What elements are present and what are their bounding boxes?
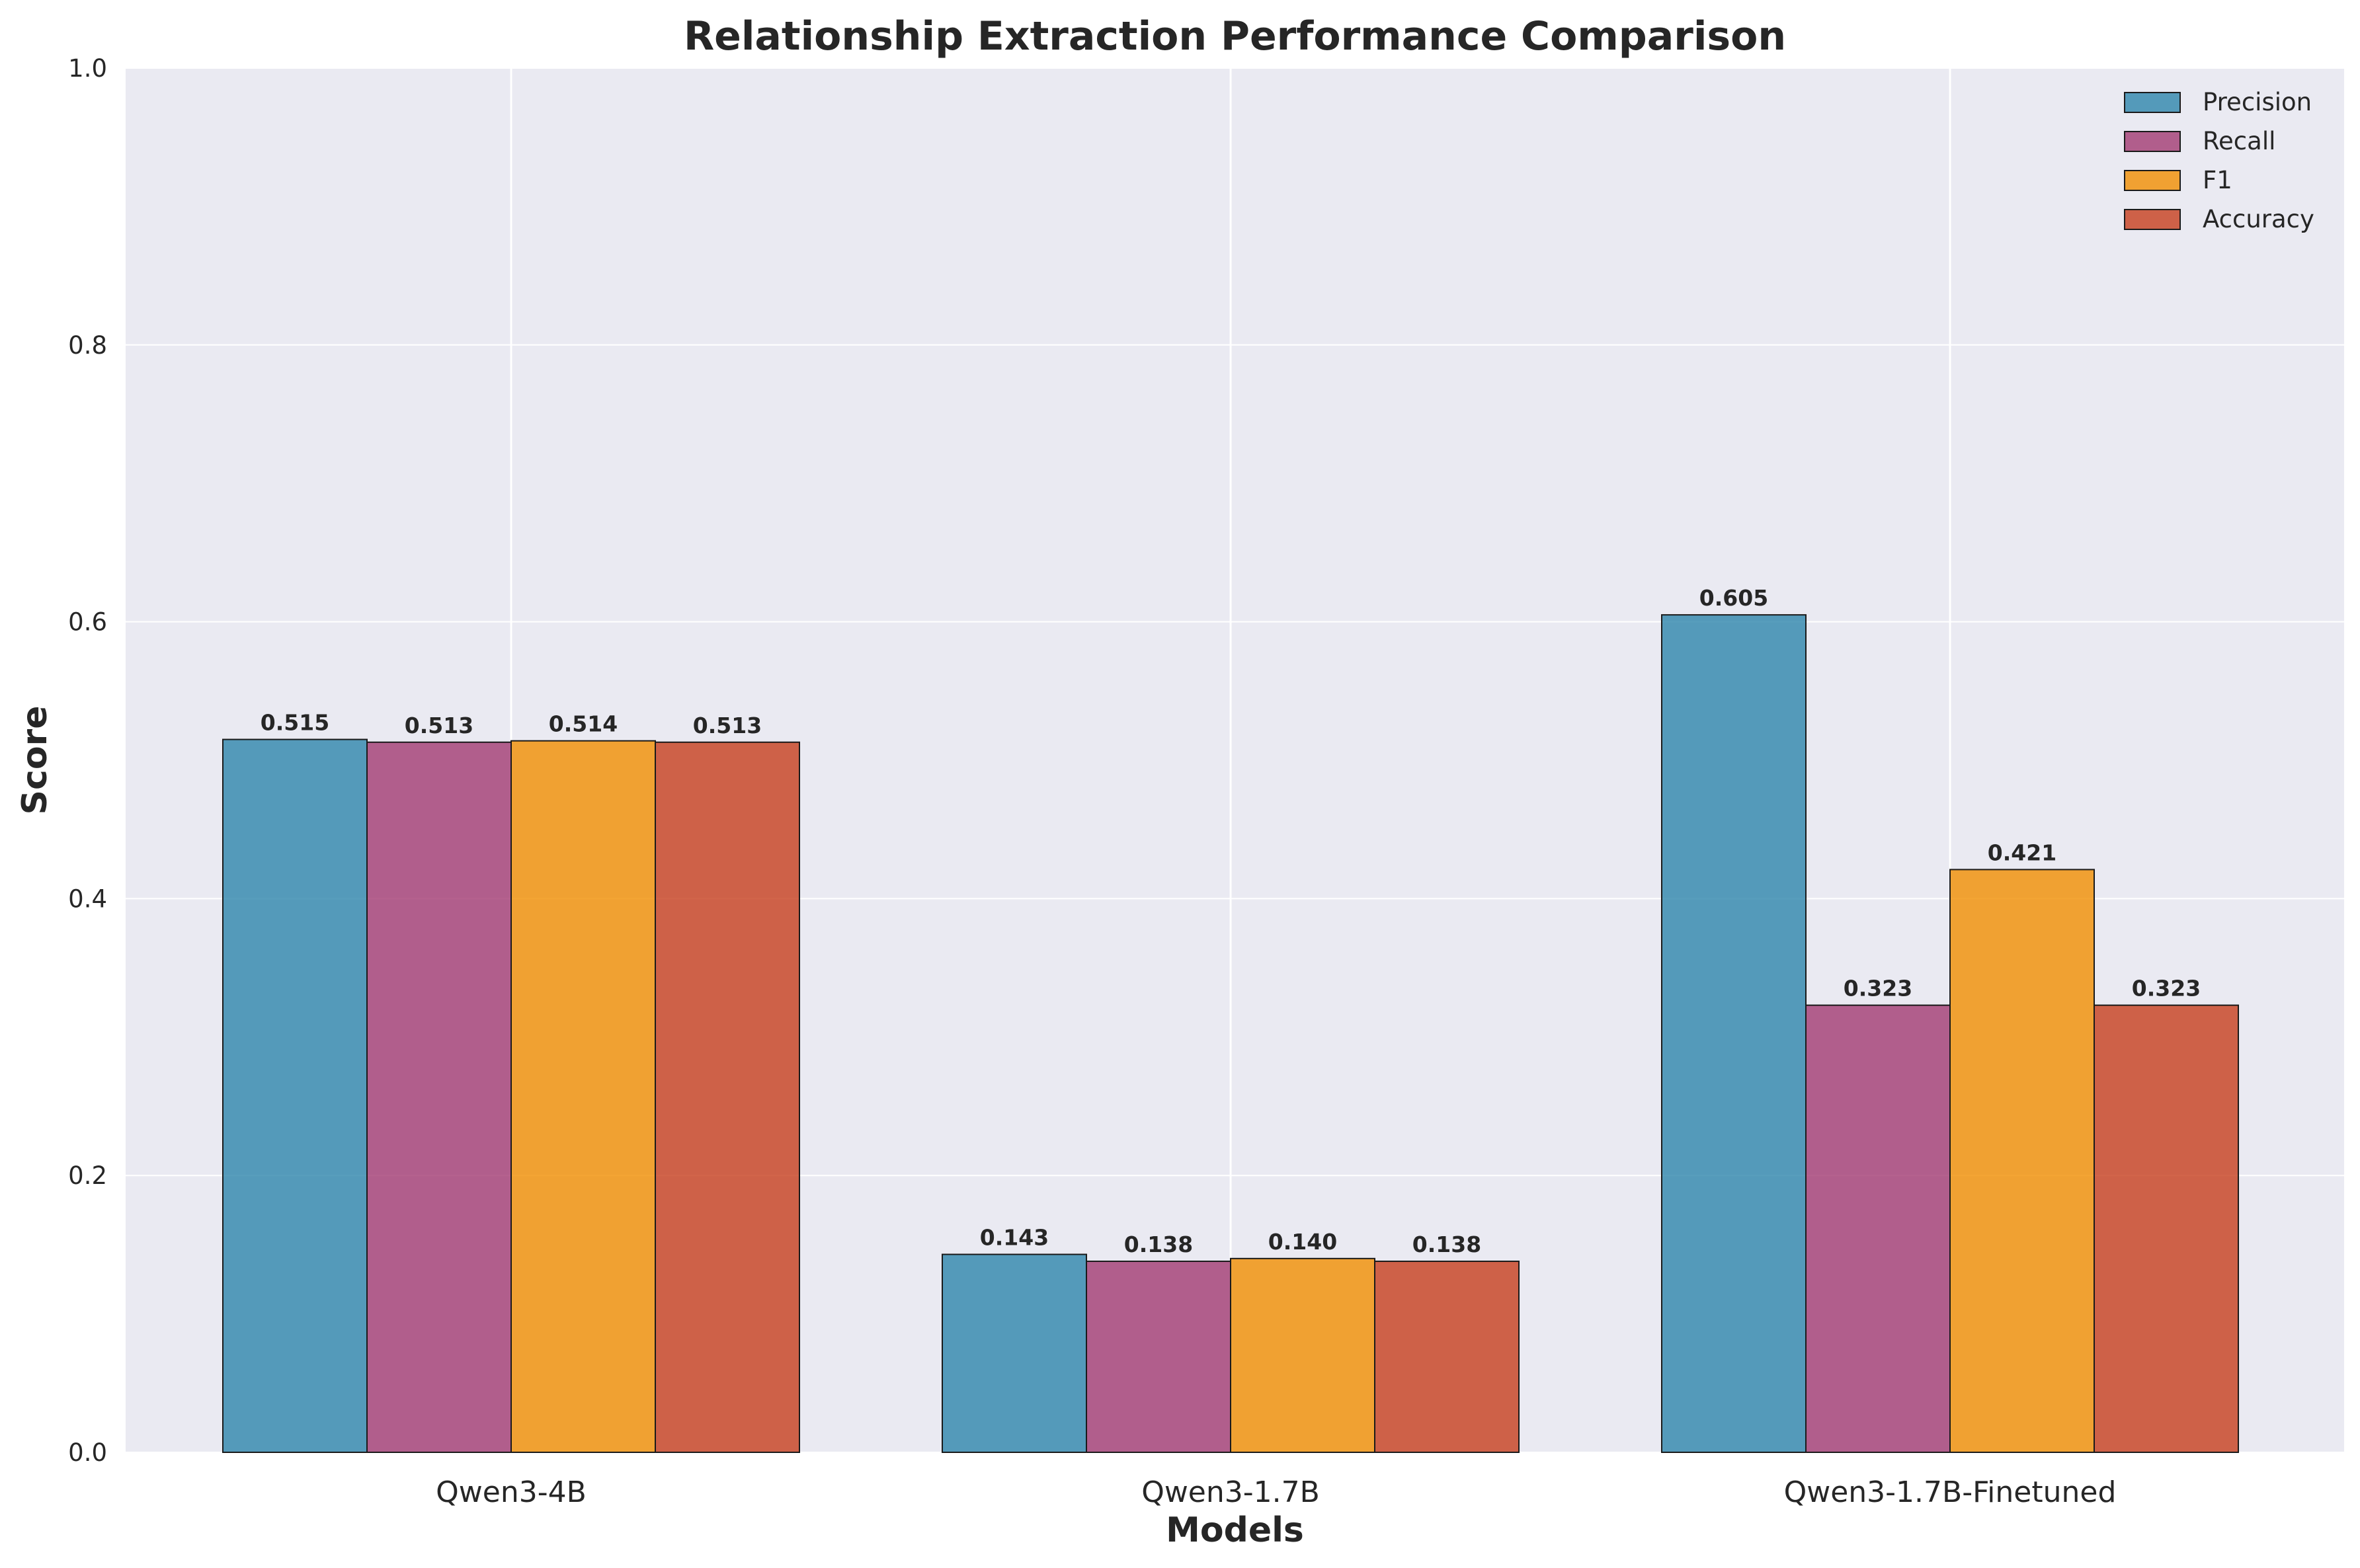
data-label: 0.143 <box>980 1225 1049 1251</box>
data-labels-group: 0.515 0.143 0.605 0.513 0.138 0.323 0.514 0.140… <box>261 585 2201 1257</box>
legend-label: Accuracy <box>2203 205 2314 233</box>
y-tick-label: 0.8 <box>68 331 107 360</box>
bar <box>655 741 800 1453</box>
bar <box>1949 869 2095 1453</box>
data-label: 0.323 <box>2132 976 2201 1001</box>
y-tick-label: 0.0 <box>68 1438 107 1467</box>
bar <box>1661 614 1807 1453</box>
data-label: 0.605 <box>1699 585 1768 611</box>
data-label: 0.138 <box>1124 1232 1193 1257</box>
y-tick-label: 0.2 <box>68 1161 107 1190</box>
y-tick-labels: 0.0 0.2 0.4 0.6 0.8 1.0 <box>68 54 107 1467</box>
bar <box>1805 1004 1951 1453</box>
x-tick-label: Qwen3-1.7B-Finetuned <box>1784 1475 2117 1509</box>
legend-swatch <box>2124 170 2181 191</box>
x-tick-label: Qwen3-4B <box>436 1475 587 1509</box>
bar <box>366 741 512 1453</box>
bar <box>1086 1261 1231 1453</box>
data-label: 0.513 <box>693 713 762 738</box>
x-tick-label: Qwen3-1.7B <box>1141 1475 1320 1509</box>
x-tick-labels: Qwen3-4B Qwen3-1.7B Qwen3-1.7B-Finetuned <box>436 1475 2116 1509</box>
chart-title: Relationship Extraction Performance Comp… <box>684 13 1786 59</box>
x-axis-label: Models <box>1166 1510 1304 1550</box>
legend-label: Recall <box>2203 127 2275 155</box>
bar <box>510 740 656 1453</box>
data-label: 0.140 <box>1268 1229 1337 1255</box>
bar <box>1230 1257 1375 1453</box>
data-label: 0.138 <box>1412 1232 1481 1257</box>
y-tick-label: 1.0 <box>68 54 107 83</box>
legend-label: F1 <box>2203 166 2232 194</box>
data-label: 0.514 <box>549 711 618 737</box>
y-tick-label: 0.6 <box>68 608 107 637</box>
y-axis-label: Score <box>15 706 55 815</box>
data-label: 0.515 <box>261 710 329 736</box>
data-label: 0.421 <box>1988 840 2056 865</box>
bar <box>222 738 368 1453</box>
bar <box>2094 1004 2239 1453</box>
data-label: 0.513 <box>405 713 473 738</box>
legend-swatch <box>2124 92 2181 113</box>
data-label: 0.323 <box>1844 976 1912 1001</box>
bar <box>942 1253 1087 1453</box>
legend-swatch <box>2124 209 2181 230</box>
legend: Precision Recall F1 Accuracy <box>2124 88 2314 233</box>
legend-label: Precision <box>2203 88 2312 116</box>
bars-group <box>222 614 2239 1453</box>
legend-swatch <box>2124 131 2181 152</box>
bar <box>1374 1261 1520 1453</box>
y-tick-label: 0.4 <box>68 884 107 913</box>
